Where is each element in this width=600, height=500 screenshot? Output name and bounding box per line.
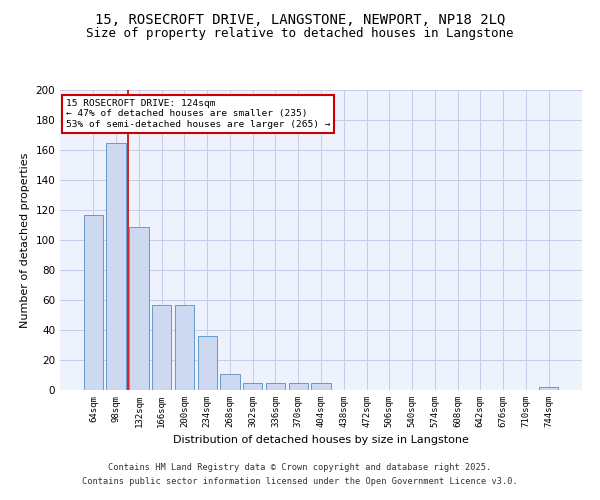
Bar: [220, 374, 239, 390]
Text: Size of property relative to detached houses in Langstone: Size of property relative to detached ho…: [86, 28, 514, 40]
Bar: [106, 142, 126, 390]
Bar: [175, 304, 194, 390]
Bar: [539, 387, 558, 390]
Bar: [289, 382, 308, 390]
Text: 15, ROSECROFT DRIVE, LANGSTONE, NEWPORT, NP18 2LQ: 15, ROSECROFT DRIVE, LANGSTONE, NEWPORT,…: [95, 12, 505, 26]
Bar: [197, 336, 217, 390]
Text: Contains HM Land Registry data © Crown copyright and database right 2025.: Contains HM Land Registry data © Crown c…: [109, 462, 491, 471]
Bar: [266, 382, 285, 390]
Bar: [243, 382, 262, 390]
Y-axis label: Number of detached properties: Number of detached properties: [20, 152, 30, 328]
Bar: [311, 382, 331, 390]
Bar: [84, 214, 103, 390]
Bar: [129, 226, 149, 390]
Text: 15 ROSECROFT DRIVE: 124sqm
← 47% of detached houses are smaller (235)
53% of sem: 15 ROSECROFT DRIVE: 124sqm ← 47% of deta…: [66, 99, 330, 129]
Text: Contains public sector information licensed under the Open Government Licence v3: Contains public sector information licen…: [82, 478, 518, 486]
Bar: [152, 304, 172, 390]
X-axis label: Distribution of detached houses by size in Langstone: Distribution of detached houses by size …: [173, 436, 469, 446]
